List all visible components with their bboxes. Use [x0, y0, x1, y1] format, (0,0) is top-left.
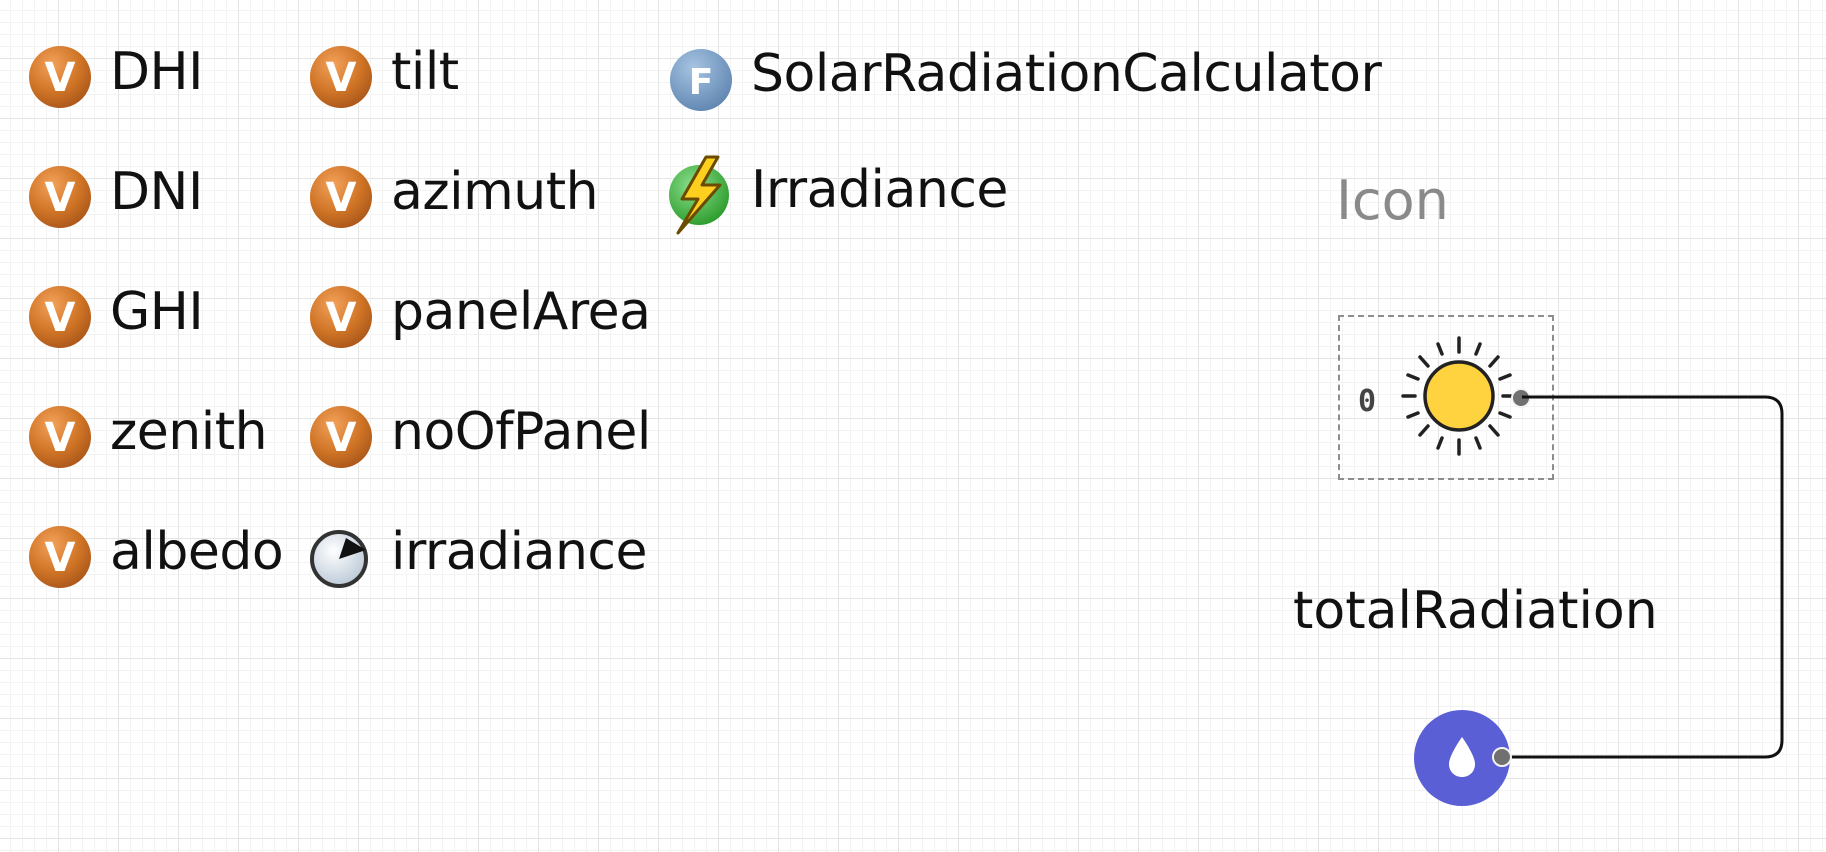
- total-radiation-port[interactable]: [1492, 747, 1512, 767]
- svg-text:V: V: [45, 415, 76, 461]
- variable-label: DNI: [110, 162, 203, 222]
- sun-widget-value: 0: [1358, 384, 1377, 419]
- lightning-icon: [668, 155, 734, 235]
- variable-label: albedo: [110, 522, 284, 582]
- variable-item-dni[interactable]: V DNI: [27, 162, 203, 232]
- variable-label: irradiance: [391, 522, 648, 582]
- svg-text:V: V: [326, 415, 357, 461]
- function-label: SolarRadiationCalculator: [751, 44, 1382, 104]
- gauge-icon: [308, 524, 374, 590]
- svg-text:V: V: [45, 535, 76, 581]
- water-drop-icon: [1449, 737, 1475, 777]
- function-f-icon: F: [668, 46, 734, 112]
- variable-label: azimuth: [391, 162, 599, 222]
- icon-widget-title: Icon: [1336, 169, 1449, 232]
- variable-label: panelArea: [391, 282, 651, 342]
- variable-item-zenith[interactable]: V zenith: [27, 402, 268, 472]
- sun-icon-widget[interactable]: 0: [1338, 315, 1554, 480]
- sun-icon: [1401, 336, 1517, 456]
- variable-v-icon: V: [308, 164, 374, 230]
- svg-text:V: V: [45, 175, 76, 221]
- svg-text:V: V: [326, 295, 357, 341]
- variable-label: DHI: [110, 42, 203, 102]
- function-item-solarradiationcalculator[interactable]: F SolarRadiationCalculator: [668, 44, 1382, 114]
- variable-item-tilt[interactable]: V tilt: [308, 42, 459, 112]
- variable-item-albedo[interactable]: V albedo: [27, 522, 284, 592]
- variable-item-ghi[interactable]: V GHI: [27, 282, 204, 352]
- variable-v-icon: V: [27, 44, 93, 110]
- variable-item-irradiance-gauge[interactable]: irradiance: [308, 522, 648, 592]
- function-label: Irradiance: [751, 160, 1008, 220]
- variable-label: noOfPanel: [391, 402, 651, 462]
- svg-text:V: V: [326, 55, 357, 101]
- variable-label: GHI: [110, 282, 204, 342]
- variable-item-panelarea[interactable]: V panelArea: [308, 282, 651, 352]
- function-f-letter: F: [689, 62, 714, 103]
- sun-output-port[interactable]: [1511, 388, 1531, 408]
- variable-item-noofpanel[interactable]: V noOfPanel: [308, 402, 651, 472]
- svg-text:V: V: [45, 295, 76, 341]
- variable-v-icon: V: [27, 284, 93, 350]
- variable-v-icon: V: [27, 164, 93, 230]
- variable-v-icon: V: [27, 404, 93, 470]
- variable-v-icon: V: [27, 524, 93, 590]
- total-radiation-label: totalRadiation: [1293, 581, 1658, 641]
- svg-text:V: V: [45, 55, 76, 101]
- variable-item-azimuth[interactable]: V azimuth: [308, 162, 599, 232]
- variable-v-icon: V: [308, 404, 374, 470]
- function-item-irradiance[interactable]: Irradiance: [668, 155, 1008, 235]
- variable-v-icon: V: [308, 284, 374, 350]
- variable-label: tilt: [391, 42, 459, 102]
- variable-label: zenith: [110, 402, 268, 462]
- variable-item-dhi[interactable]: V DHI: [27, 42, 203, 112]
- svg-text:V: V: [326, 175, 357, 221]
- variable-v-icon: V: [308, 44, 374, 110]
